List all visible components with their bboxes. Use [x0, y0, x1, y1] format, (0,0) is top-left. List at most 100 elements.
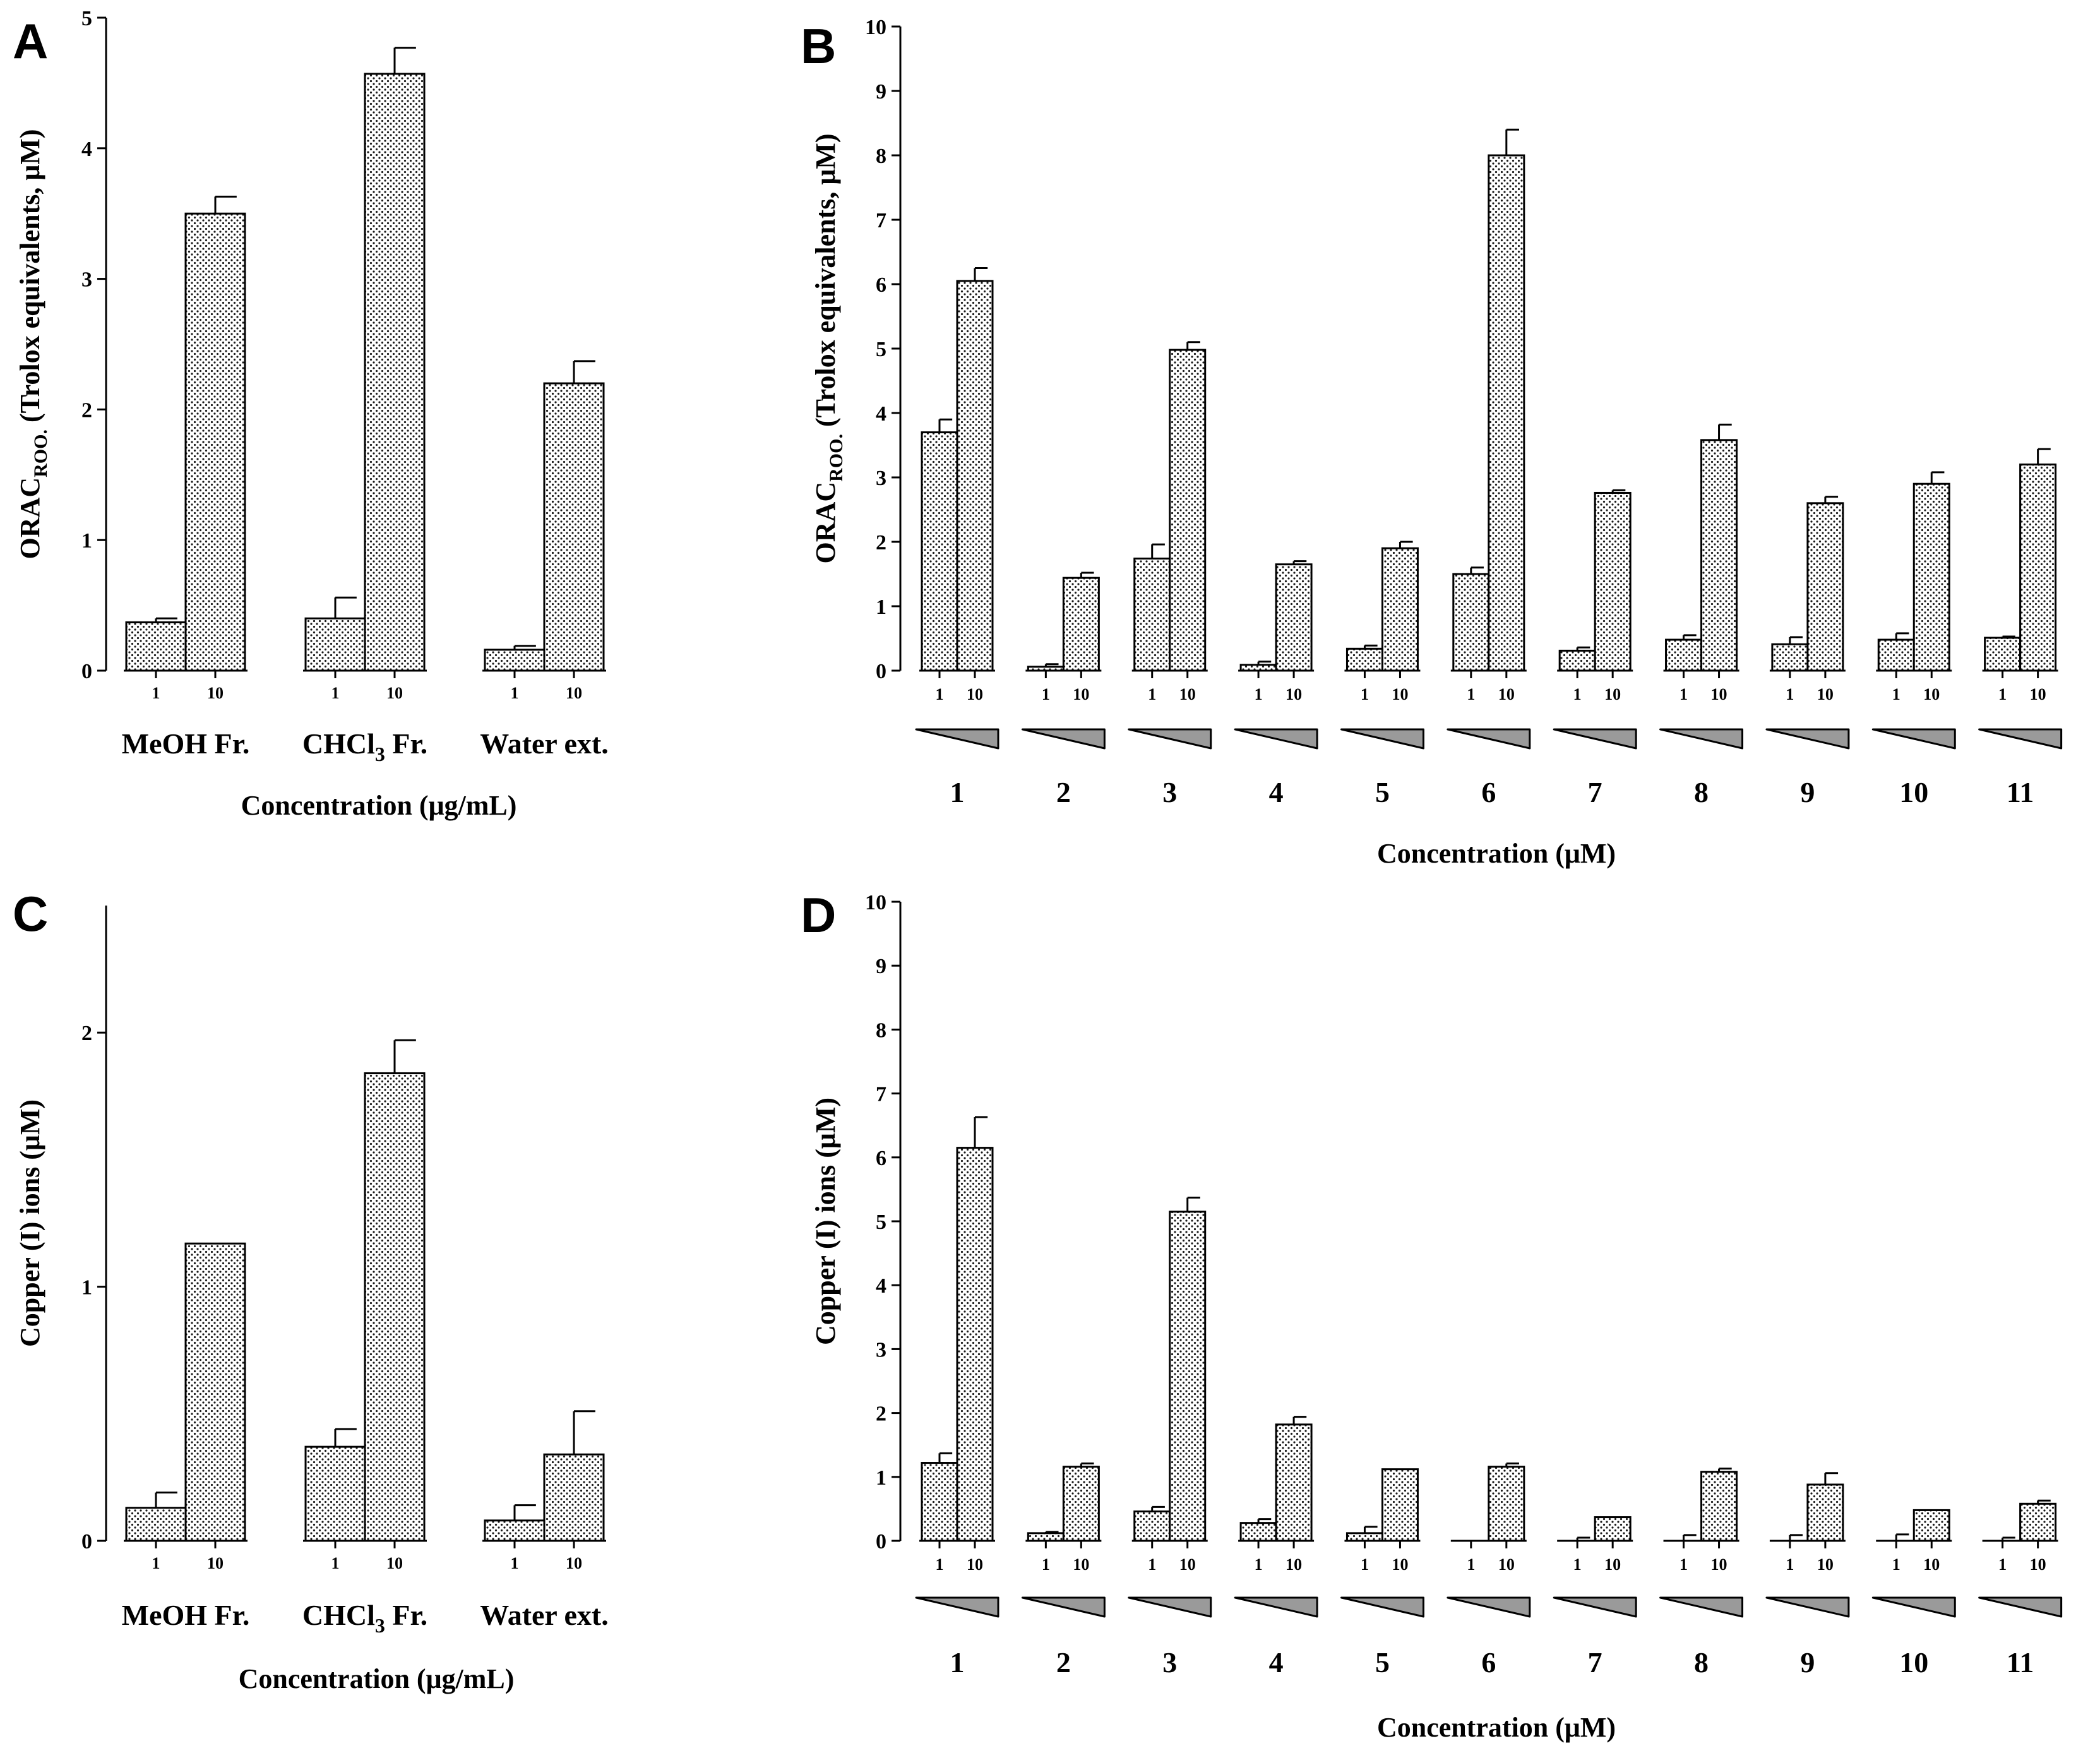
- panel-C: C 0 1 2 Copper (I) ions (μM) 1 10 MeOH Fr. 1 10 CH…: [13, 886, 609, 1694]
- level-label: 1: [511, 684, 519, 702]
- bar-C-3-10: [543, 1453, 605, 1542]
- level-label: 1: [1998, 1555, 2007, 1574]
- group-label: CHCl3 Fr.: [302, 1599, 427, 1637]
- level-label: 1: [1679, 1555, 1688, 1574]
- y-tick-label: 0: [876, 660, 886, 683]
- level-label: 10: [1286, 1555, 1302, 1574]
- bar-D-8-10: [1700, 1471, 1738, 1542]
- bar-C-2-10: [364, 1072, 426, 1542]
- bar-group-10: 1 10 10: [1871, 471, 1956, 808]
- bar-B-8-1: [1665, 638, 1703, 672]
- group-label: CHCl3 Fr.: [302, 727, 427, 765]
- level-label: 10: [207, 1554, 224, 1572]
- bar-group-3: 1 10 Water ext.: [480, 1410, 609, 1631]
- bar-group-2: 1 10 2: [1021, 1463, 1106, 1678]
- y-tick-label: 0: [876, 1530, 886, 1553]
- bar-group-3: 1 10 3: [1128, 341, 1212, 808]
- group-label: 2: [1056, 1646, 1071, 1678]
- bar-group-4: 1 10 4: [1234, 1416, 1318, 1678]
- group-label: 9: [1800, 776, 1815, 808]
- concentration-ramp-icon: [1234, 1596, 1318, 1618]
- bar-D-11-10: [2019, 1502, 2057, 1542]
- bar-A-2-10: [364, 73, 426, 672]
- level-label: 10: [386, 684, 403, 702]
- y-tick-label: 1: [876, 1466, 886, 1490]
- group-label: 10: [1899, 776, 1928, 808]
- y-axis-title: Copper (I) ions (μM): [810, 1098, 841, 1345]
- bar-group-1: 1 10 1: [915, 267, 999, 808]
- bar-B-11-1: [1984, 637, 2022, 672]
- bar-group-8: 1 10 8: [1659, 423, 1744, 808]
- y-axis-title: ORACROO. (Trolox equivalents, μM): [15, 129, 51, 559]
- level-label: 10: [1498, 1555, 1515, 1574]
- concentration-ramp-icon: [915, 1596, 999, 1618]
- concentration-ramp-icon: [1021, 1596, 1106, 1618]
- level-label: 10: [386, 1554, 403, 1572]
- level-label: 1: [1042, 1555, 1050, 1574]
- bar-B-3-10: [1169, 349, 1207, 672]
- bar-D-2-10: [1062, 1466, 1100, 1542]
- bar-B-6-1: [1452, 573, 1490, 672]
- panel-letter-B: B: [801, 18, 836, 74]
- concentration-ramp-icon: [1340, 1596, 1424, 1618]
- bar-A-3-10: [543, 382, 605, 672]
- group-label: 1: [950, 1646, 965, 1678]
- group-label: 7: [1588, 776, 1602, 808]
- level-label: 10: [1817, 685, 1834, 703]
- bar-group-4: 1 10 4: [1234, 560, 1318, 808]
- level-label: 1: [936, 685, 944, 703]
- level-label: 1: [331, 684, 340, 702]
- bar-D-10-10: [1912, 1509, 1950, 1542]
- group-label: 10: [1899, 1646, 1928, 1678]
- bar-B-1-1: [921, 431, 958, 672]
- concentration-ramp-icon: [1234, 728, 1318, 750]
- bar-group-6: 1 10 6: [1447, 1463, 1531, 1678]
- level-label: 1: [152, 684, 160, 702]
- concentration-ramp-icon: [1553, 728, 1637, 750]
- concentration-ramp-icon: [1871, 728, 1956, 750]
- y-axis-title: ORACROO. (Trolox equivalents, μM): [810, 134, 847, 564]
- level-label: 10: [1711, 685, 1727, 703]
- y-tick-label: 8: [876, 145, 886, 168]
- group-label: 8: [1694, 776, 1709, 808]
- bar-D-3-1: [1133, 1510, 1171, 1542]
- y-tick-label: 2: [81, 398, 92, 422]
- concentration-ramp-icon: [1021, 728, 1106, 750]
- level-label: 10: [1286, 685, 1302, 703]
- level-label: 10: [1392, 685, 1408, 703]
- group-label: 3: [1162, 1646, 1177, 1678]
- bar-C-1-10: [184, 1242, 246, 1542]
- bar-C-1-1: [125, 1507, 187, 1542]
- group-label: 1: [950, 776, 965, 808]
- group-label: 11: [2007, 1646, 2034, 1678]
- level-label: 1: [1573, 685, 1582, 703]
- bar-group-7: 1 10 7: [1553, 1516, 1637, 1678]
- concentration-ramp-icon: [1659, 1596, 1744, 1618]
- level-label: 1: [1148, 685, 1156, 703]
- bar-group-3: 1 10 3: [1128, 1197, 1212, 1678]
- group-label: 6: [1481, 1646, 1496, 1678]
- concentration-ramp-icon: [1128, 1596, 1212, 1618]
- panel-letter-C: C: [13, 886, 48, 942]
- group-label: 8: [1694, 1646, 1709, 1678]
- y-tick-label: 1: [81, 529, 92, 553]
- bar-A-1-10: [184, 212, 246, 672]
- bar-group-8: 1 10 8: [1659, 1468, 1744, 1678]
- bar-group-11: 1 10 11: [1978, 448, 2063, 808]
- bar-C-2-1: [304, 1445, 366, 1542]
- y-tick-label: 1: [81, 1276, 92, 1300]
- bar-group-1: 1 10 MeOH Fr.: [122, 1242, 249, 1631]
- bar-group-1: 1 10 MeOH Fr.: [122, 195, 249, 760]
- bar-group-9: 1 10 9: [1765, 496, 1850, 808]
- level-label: 1: [1148, 1555, 1156, 1574]
- level-label: 1: [1467, 1555, 1475, 1574]
- bar-B-1-10: [956, 280, 994, 672]
- bar-group-5: 1 10 5: [1340, 1468, 1424, 1678]
- y-tick-label: 8: [876, 1019, 886, 1042]
- y-tick-label: 4: [876, 402, 886, 426]
- bar-B-11-10: [2019, 464, 2057, 672]
- group-label: 2: [1056, 776, 1071, 808]
- bar-group-10: 1 10 10: [1871, 1509, 1956, 1678]
- level-label: 10: [1604, 1555, 1621, 1574]
